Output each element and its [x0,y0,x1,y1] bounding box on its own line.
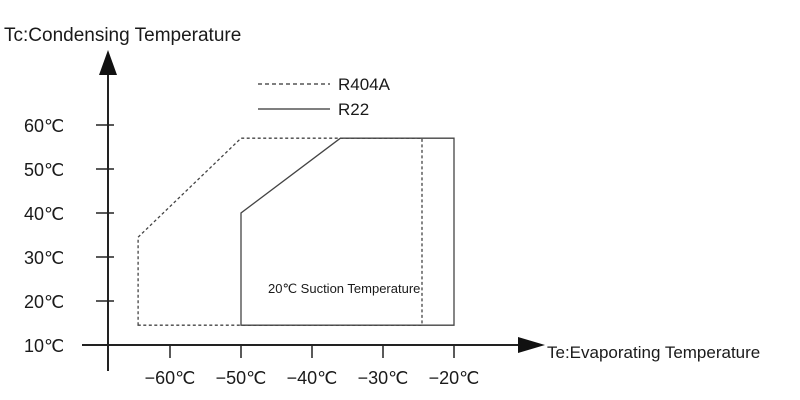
legend: R404A R22 [258,75,391,119]
y-tick-label: 50℃ [24,160,64,180]
series-group [137,137,455,326]
series-line-r22 [240,137,455,326]
y-tick-label: 60℃ [24,116,64,136]
x-axis-arrow-icon [518,337,545,353]
legend-label-r404a: R404A [338,75,391,94]
x-tick-label: −40℃ [287,368,338,388]
annotation-suction-temperature: 20℃ Suction Temperature [268,281,420,296]
legend-label-r22: R22 [338,100,369,119]
y-tick-label: 30℃ [24,248,64,268]
y-axis-label: Tc:Condensing Temperature [4,25,241,46]
series-line-r404a [137,137,423,326]
axes [82,50,545,371]
y-tick-label: 10℃ [24,336,64,356]
y-tick-label: 40℃ [24,204,64,224]
x-tick-label: −50℃ [216,368,267,388]
y-axis-arrow-icon [99,50,117,75]
x-tick-label: −60℃ [145,368,196,388]
y-tick-label: 20℃ [24,292,64,312]
x-tick-label: −20℃ [429,368,480,388]
x-tick-label: −30℃ [358,368,409,388]
ticks: 10℃ 20℃ 30℃ 40℃ 50℃ 60℃ −60℃ −50℃ −40℃ −30℃ −20℃ [24,116,479,388]
x-axis-label: Te:Evaporating Temperature [547,343,760,362]
